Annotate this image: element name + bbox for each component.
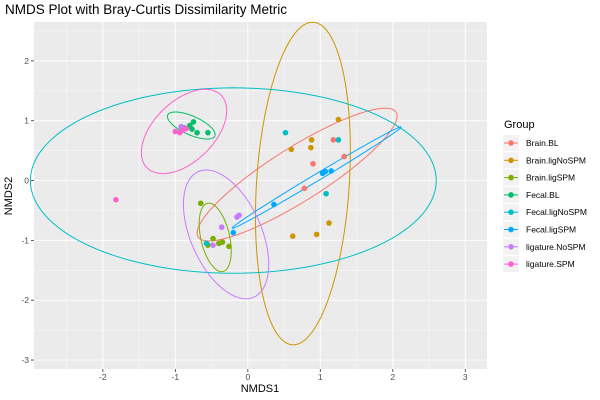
point-brain-ligspm: [226, 243, 232, 250]
point-brain-lignospm: [288, 146, 295, 153]
x-tick-label: 1: [318, 372, 323, 382]
point-brain-lignospm: [313, 231, 320, 238]
minor-gridlines: [34, 22, 487, 369]
point-fecal-bl: [194, 129, 200, 136]
point-ligature-spm: [183, 125, 190, 132]
point-fecal-bl: [190, 119, 197, 125]
x-tick-label: 2: [390, 372, 395, 382]
point-brain-lignospm: [308, 144, 314, 151]
ellipse-fecal-bl: [166, 111, 216, 140]
point-brain-lignospm: [335, 116, 342, 123]
y-tick-label: -2: [21, 295, 29, 305]
y-tick-label: 0: [24, 176, 29, 186]
y-axis-label: NMDS2: [3, 177, 15, 216]
point-brain-ligspm: [197, 200, 204, 207]
y-tick-label: 2: [24, 56, 29, 66]
legend: Group Brain.BL Brain.ligNoSPM Brain.ligSPM…: [503, 119, 587, 273]
x-axis-ticks: -2 -1 0 1 2 3: [99, 369, 468, 382]
legend-label: Brain.ligSPM: [526, 173, 575, 183]
point-fecal-ligspm: [322, 168, 329, 175]
x-tick-label: 3: [463, 372, 468, 382]
legend-label: Fecal.ligSPM: [526, 225, 576, 235]
ellipse-brain-ligspm: [198, 202, 232, 273]
point-ligature-nospm: [210, 242, 216, 248]
legend-label: ligature.SPM: [526, 259, 575, 269]
legend-label: Brain.BL: [526, 138, 559, 148]
ellipse-ligature-spm: [140, 88, 228, 175]
point-fecal-bl: [189, 126, 195, 132]
legend-label: Fecal.BL: [526, 190, 560, 200]
ellipse-brain-bl: [196, 107, 398, 242]
legend-key-point: [508, 209, 514, 215]
x-tick-label: 0: [245, 372, 250, 382]
legend-title: Group: [504, 119, 535, 131]
point-ligature-spm: [172, 128, 179, 135]
ellipse-fecal-lignospm: [29, 87, 437, 274]
legend-key-point: [508, 226, 514, 233]
point-ligature-spm: [113, 196, 119, 203]
legend-key-point: [508, 192, 514, 198]
point-fecal-lignospm: [335, 137, 342, 143]
point-ligature-nospm: [236, 212, 242, 219]
confidence-ellipses: [29, 21, 437, 346]
point-fecal-ligspm: [271, 201, 277, 208]
x-tick-label: -1: [172, 372, 180, 382]
point-brain-bl: [330, 137, 337, 143]
legend-key-point: [508, 174, 514, 181]
x-axis-label: NMDS1: [241, 383, 280, 395]
y-tick-label: 1: [24, 116, 29, 126]
point-brain-bl: [301, 185, 308, 192]
point-fecal-ligspm: [328, 168, 334, 174]
legend-key-point: [508, 261, 514, 267]
point-brain-ligspm: [219, 239, 226, 245]
point-fecal-lignospm: [203, 240, 210, 247]
point-brain-lignospm: [308, 137, 315, 143]
ellipse-brain-lignospm: [254, 21, 351, 346]
x-tick-label: -2: [99, 372, 107, 382]
point-brain-lignospm: [289, 233, 296, 239]
major-gridlines: [34, 22, 487, 369]
legend-label: Brain.ligNoSPM: [526, 155, 586, 165]
legend-label: Fecal.ligNoSPM: [526, 207, 587, 217]
legend-key-point: [508, 244, 514, 250]
data-points: [113, 116, 348, 250]
point-brain-ligspm: [210, 235, 216, 242]
legend-label: ligature.NoSPM: [526, 242, 586, 252]
point-fecal-lignospm: [282, 129, 289, 136]
y-tick-label: -3: [21, 355, 29, 365]
y-axis-ticks: -3 -2 -1 0 1 2: [21, 56, 34, 365]
point-fecal-bl: [205, 129, 211, 136]
ellipse-ligature-nospm: [182, 169, 270, 300]
point-ligature-nospm: [218, 224, 225, 231]
point-fecal-lignospm: [323, 190, 329, 197]
legend-key-point: [508, 157, 514, 164]
plot-panel: [34, 22, 487, 369]
point-fecal-ligspm: [230, 229, 237, 236]
chart-title: NMDS Plot with Bray-Curtis Dissimilarity…: [5, 2, 287, 17]
point-brain-bl: [310, 160, 316, 167]
legend-key-point: [508, 140, 514, 146]
y-tick-label: -1: [21, 235, 29, 245]
point-brain-bl: [341, 153, 348, 160]
ellipse-fecal-ligspm: [231, 126, 402, 229]
point-brain-lignospm: [326, 220, 332, 226]
